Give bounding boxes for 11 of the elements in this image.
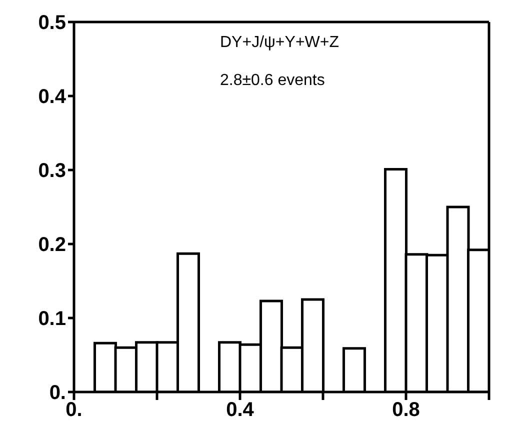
- annotation: DY+J/ψ+Υ+W+Z: [220, 33, 339, 53]
- annotation: 2.8±0.6 events: [220, 71, 326, 91]
- x-tick-label: 0.4: [226, 399, 255, 422]
- y-tick-label: 0.1: [38, 308, 66, 330]
- y-tick-label: 0.5: [38, 12, 66, 34]
- y-tick-label: 0.: [49, 382, 66, 404]
- y-tick-label: 0.2: [38, 234, 66, 256]
- y-tick-label: 0.4: [38, 86, 67, 108]
- x-tick-label: 0.: [66, 399, 82, 422]
- y-tick-label: 0.3: [38, 160, 66, 182]
- x-tick-label: 0.8: [392, 399, 420, 422]
